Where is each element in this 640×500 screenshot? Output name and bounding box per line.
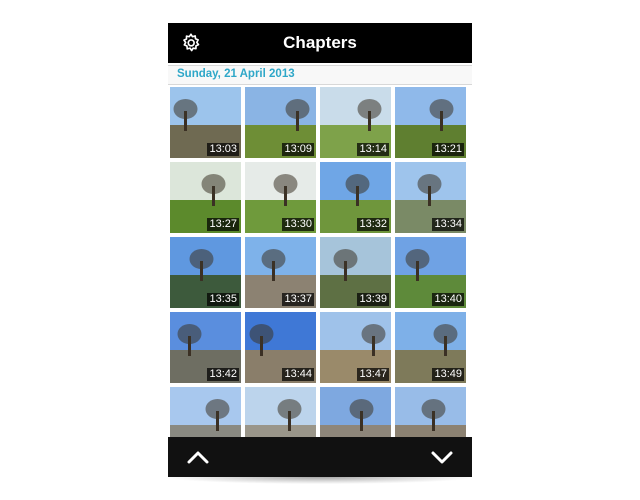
photo-thumbnail[interactable]: 13:39: [320, 237, 391, 308]
photo-scene: [205, 399, 230, 431]
photo-scene: [349, 399, 374, 431]
photo-thumbnail[interactable]: [245, 387, 316, 437]
photo-thumbnail[interactable]: 13:03: [170, 87, 241, 158]
photo-thumbnail[interactable]: 13:37: [245, 237, 316, 308]
photo-timestamp: 13:39: [357, 293, 389, 306]
photo-thumbnail[interactable]: 13:14: [320, 87, 391, 158]
photo-scene: [201, 174, 226, 206]
photo-sky: [170, 387, 241, 425]
photo-scene: [429, 99, 454, 131]
photo-scene: [361, 324, 386, 356]
photo-thumbnail[interactable]: 13:42: [170, 312, 241, 383]
photo-scene: [345, 174, 370, 206]
photo-scene: [433, 324, 458, 356]
bottom-toolbar: [168, 437, 472, 477]
photo-thumbnail[interactable]: 13:49: [395, 312, 466, 383]
photo-timestamp: 13:37: [282, 293, 314, 306]
photo-thumbnail[interactable]: 13:32: [320, 162, 391, 233]
gear-icon[interactable]: [180, 32, 202, 54]
photo-thumbnail[interactable]: 13:34: [395, 162, 466, 233]
photo-ground: [320, 425, 391, 437]
photo-thumbnail[interactable]: [320, 387, 391, 437]
photo-scene: [405, 249, 430, 281]
photo-scene: [261, 249, 286, 281]
photo-scene: [249, 324, 274, 356]
chevron-up-icon[interactable]: [185, 448, 211, 466]
photo-ground: [245, 425, 316, 437]
photo-thumbnail[interactable]: [170, 387, 241, 437]
photo-timestamp: 13:32: [357, 218, 389, 231]
photo-timestamp: 13:21: [432, 143, 464, 156]
photo-thumbnail[interactable]: 13:30: [245, 162, 316, 233]
photo-scene: [333, 249, 358, 281]
top-navigation-bar: Chapters: [168, 23, 472, 63]
photo-timestamp: 13:35: [207, 293, 239, 306]
photo-thumbnail[interactable]: 13:21: [395, 87, 466, 158]
date-section-header: Sunday, 21 April 2013: [168, 65, 472, 85]
photo-thumbnail[interactable]: 13:09: [245, 87, 316, 158]
photo-thumbnail[interactable]: 13:27: [170, 162, 241, 233]
photo-timestamp: 13:14: [357, 143, 389, 156]
photo-timestamp: 13:47: [357, 368, 389, 381]
photo-timestamp: 13:09: [282, 143, 314, 156]
photo-timestamp: 13:44: [282, 368, 314, 381]
photo-ground: [170, 425, 241, 437]
photo-scene: [177, 324, 202, 356]
photo-thumbnail[interactable]: 13:47: [320, 312, 391, 383]
photo-timestamp: 13:49: [432, 368, 464, 381]
photo-scene: [273, 174, 298, 206]
phone-screen: Chapters Sunday, 21 April 2013 13:03 13:0…: [168, 23, 472, 477]
photo-timestamp: 13:40: [432, 293, 464, 306]
photo-timestamp: 13:30: [282, 218, 314, 231]
photo-scene: [189, 249, 214, 281]
date-label: Sunday, 21 April 2013: [177, 68, 295, 80]
photo-thumbnail[interactable]: 13:44: [245, 312, 316, 383]
photo-timestamp: 13:03: [207, 143, 239, 156]
photo-grid: 13:03 13:09 13:14 13:21 13:27 13:30 13:32 13:34…: [170, 87, 470, 437]
photo-timestamp: 13:27: [207, 218, 239, 231]
photo-scene: [277, 399, 302, 431]
photo-timestamp: 13:34: [432, 218, 464, 231]
photo-thumbnail[interactable]: 13:40: [395, 237, 466, 308]
photo-scene: [173, 99, 198, 131]
photo-scene: [421, 399, 446, 431]
chevron-down-icon[interactable]: [429, 448, 455, 466]
photo-thumbnail[interactable]: [395, 387, 466, 437]
photo-thumbnail[interactable]: 13:35: [170, 237, 241, 308]
page-title: Chapters: [283, 33, 357, 52]
photo-ground: [395, 425, 466, 437]
photo-scene: [285, 99, 310, 131]
photo-scene: [417, 174, 442, 206]
photo-scene: [357, 99, 382, 131]
photo-timestamp: 13:42: [207, 368, 239, 381]
